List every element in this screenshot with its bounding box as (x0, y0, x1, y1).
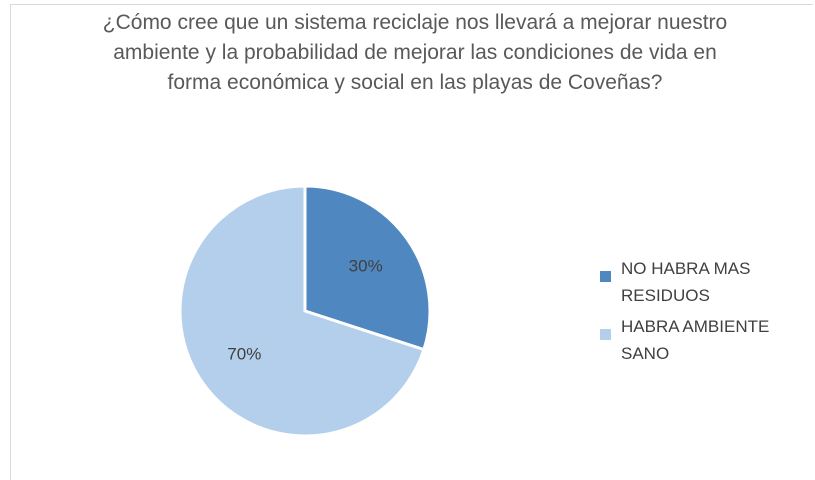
chart-frame (10, 4, 813, 480)
data-label: 70% (227, 345, 261, 364)
chart-title: ¿Cómo cree que un sistema reciclaje nos … (102, 11, 728, 94)
legend-swatch (600, 271, 611, 282)
legend-label: HABRA AMBIENTE SANO (621, 317, 770, 363)
data-label: 30% (349, 256, 383, 275)
legend-item: HABRA AMBIENTE SANO (600, 313, 800, 367)
legend-swatch (600, 329, 611, 340)
legend-item: NO HABRA MAS RESIDUOS (600, 255, 800, 309)
pie-slice (303, 184, 432, 352)
legend-label: NO HABRA MAS RESIDUOS (621, 259, 751, 305)
pie-slice (178, 184, 426, 438)
